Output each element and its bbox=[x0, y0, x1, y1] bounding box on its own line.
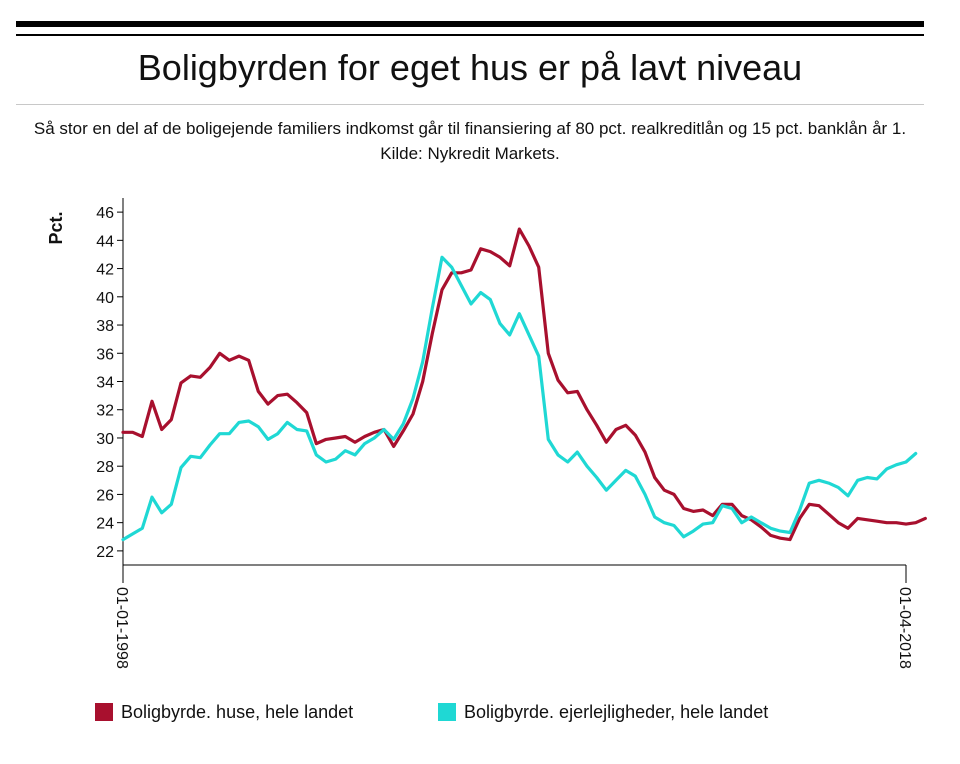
y-tick-label: 38 bbox=[96, 318, 114, 335]
y-tick-label: 36 bbox=[96, 346, 114, 363]
series-line-1 bbox=[121, 255, 918, 542]
legend-label-ejerlejligheder: Boligbyrde. ejerlejligheder, hele landet bbox=[464, 701, 769, 722]
title-divider bbox=[16, 104, 924, 105]
chart-subtitle: Så stor en del af de boligejende familie… bbox=[33, 119, 907, 163]
y-tick-label: 28 bbox=[96, 459, 114, 476]
y-tick-label: 44 bbox=[96, 233, 114, 250]
chart-title: Boligbyrden for eget hus er på lavt nive… bbox=[137, 47, 803, 88]
top-rule-thin bbox=[16, 34, 924, 36]
y-tick-label: 30 bbox=[96, 431, 114, 448]
legend-swatch-huse bbox=[95, 703, 113, 721]
y-tick-label: 40 bbox=[96, 290, 114, 307]
legend-label-huse: Boligbyrde. huse, hele landet bbox=[121, 701, 354, 722]
top-rule-thick bbox=[16, 21, 924, 27]
x-tick-label: 01-04-2018 bbox=[896, 587, 913, 669]
y-axis-title: Pct. bbox=[46, 211, 66, 244]
y-tick-label: 42 bbox=[96, 262, 114, 279]
y-tick-label: 22 bbox=[96, 544, 114, 561]
y-tick-label: 32 bbox=[96, 403, 114, 420]
legend-item-ejerlejligheder: Boligbyrde. ejerlejligheder, hele landet bbox=[438, 700, 768, 724]
y-tick-label: 26 bbox=[96, 487, 114, 504]
y-tick-label: 24 bbox=[96, 516, 114, 533]
y-tick-label: 34 bbox=[96, 375, 114, 392]
series-line-0 bbox=[121, 227, 927, 542]
x-tick-label: 01-01-1998 bbox=[113, 587, 130, 669]
legend-swatch-ejerlejligheder bbox=[438, 703, 456, 721]
legend-item-huse: Boligbyrde. huse, hele landet bbox=[95, 700, 353, 724]
y-tick-label: 46 bbox=[96, 205, 114, 222]
